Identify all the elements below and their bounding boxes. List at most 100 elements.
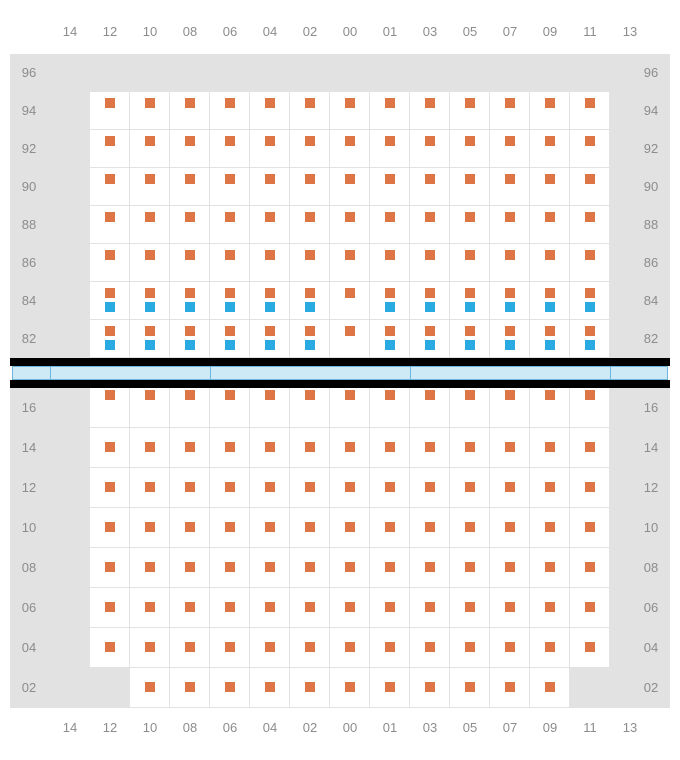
seat-marker-orange[interactable] [505,136,515,146]
seat-marker-orange[interactable] [545,482,555,492]
cell[interactable] [210,468,250,508]
cell[interactable] [290,428,330,468]
cell[interactable] [330,508,370,548]
seat-marker-orange[interactable] [305,442,315,452]
cell[interactable] [170,428,210,468]
seat-marker-orange[interactable] [545,390,555,400]
seat-marker-orange[interactable] [385,390,395,400]
cell[interactable] [250,320,290,358]
seat-marker-orange[interactable] [585,250,595,260]
seat-marker-orange[interactable] [465,136,475,146]
cell[interactable] [90,92,130,130]
cell[interactable] [330,388,370,428]
seat-marker-orange[interactable] [225,326,235,336]
cell[interactable] [250,668,290,708]
seat-marker-orange[interactable] [305,136,315,146]
seat-marker-orange[interactable] [505,682,515,692]
cell[interactable] [370,282,410,320]
seat-marker-orange[interactable] [585,326,595,336]
seat-marker-orange[interactable] [545,326,555,336]
cell[interactable] [530,588,570,628]
cell[interactable] [210,92,250,130]
seat-marker-orange[interactable] [105,288,115,298]
cell[interactable] [410,388,450,428]
seat-marker-orange[interactable] [545,288,555,298]
seat-marker-blue[interactable] [425,302,435,312]
seat-marker-orange[interactable] [585,602,595,612]
seat-marker-orange[interactable] [225,288,235,298]
seat-marker-orange[interactable] [305,288,315,298]
cell[interactable] [410,548,450,588]
seat-marker-orange[interactable] [385,212,395,222]
cell[interactable] [90,282,130,320]
seat-marker-orange[interactable] [305,98,315,108]
seat-marker-orange[interactable] [305,212,315,222]
seat-marker-orange[interactable] [465,326,475,336]
cell[interactable] [410,428,450,468]
cell[interactable] [370,548,410,588]
seat-marker-orange[interactable] [505,602,515,612]
seat-marker-orange[interactable] [345,250,355,260]
cell[interactable] [490,320,530,358]
seat-marker-orange[interactable] [585,442,595,452]
cell[interactable] [290,388,330,428]
cell[interactable] [170,588,210,628]
seat-marker-orange[interactable] [105,136,115,146]
cell[interactable] [570,428,610,468]
cell[interactable] [250,428,290,468]
seat-marker-blue[interactable] [505,302,515,312]
seat-marker-orange[interactable] [345,682,355,692]
cell[interactable] [450,428,490,468]
cell[interactable] [570,588,610,628]
cell[interactable] [170,168,210,206]
seat-marker-orange[interactable] [105,250,115,260]
cell[interactable] [490,244,530,282]
cell[interactable] [530,130,570,168]
seat-marker-orange[interactable] [585,174,595,184]
seat-marker-orange[interactable] [185,522,195,532]
cell[interactable] [130,244,170,282]
seat-marker-orange[interactable] [505,288,515,298]
seat-marker-orange[interactable] [345,390,355,400]
cell[interactable] [570,468,610,508]
seat-marker-orange[interactable] [585,642,595,652]
cell[interactable] [90,468,130,508]
cell[interactable] [410,244,450,282]
seat-marker-orange[interactable] [385,250,395,260]
seat-marker-orange[interactable] [185,98,195,108]
cell[interactable] [570,168,610,206]
cell[interactable] [250,468,290,508]
cell[interactable] [250,92,290,130]
seat-marker-orange[interactable] [265,442,275,452]
cell[interactable] [210,668,250,708]
seat-marker-orange[interactable] [265,326,275,336]
seat-marker-orange[interactable] [425,326,435,336]
seat-marker-orange[interactable] [265,250,275,260]
cell[interactable] [530,548,570,588]
cell[interactable] [170,388,210,428]
seat-marker-orange[interactable] [465,288,475,298]
cell[interactable] [250,282,290,320]
seat-marker-orange[interactable] [145,482,155,492]
cell[interactable] [370,468,410,508]
cell[interactable] [290,92,330,130]
seat-marker-orange[interactable] [585,562,595,572]
cell[interactable] [570,206,610,244]
cell[interactable] [210,320,250,358]
cell[interactable] [250,244,290,282]
seat-marker-orange[interactable] [145,250,155,260]
seat-marker-orange[interactable] [105,482,115,492]
cell[interactable] [170,130,210,168]
cell[interactable] [170,668,210,708]
cell[interactable] [330,206,370,244]
seat-marker-orange[interactable] [545,136,555,146]
seat-marker-orange[interactable] [145,682,155,692]
cell[interactable] [370,428,410,468]
seat-marker-orange[interactable] [105,442,115,452]
cell[interactable] [490,428,530,468]
seat-marker-orange[interactable] [145,174,155,184]
seat-marker-orange[interactable] [425,522,435,532]
seat-marker-orange[interactable] [145,602,155,612]
cell[interactable] [210,282,250,320]
seat-marker-orange[interactable] [585,482,595,492]
